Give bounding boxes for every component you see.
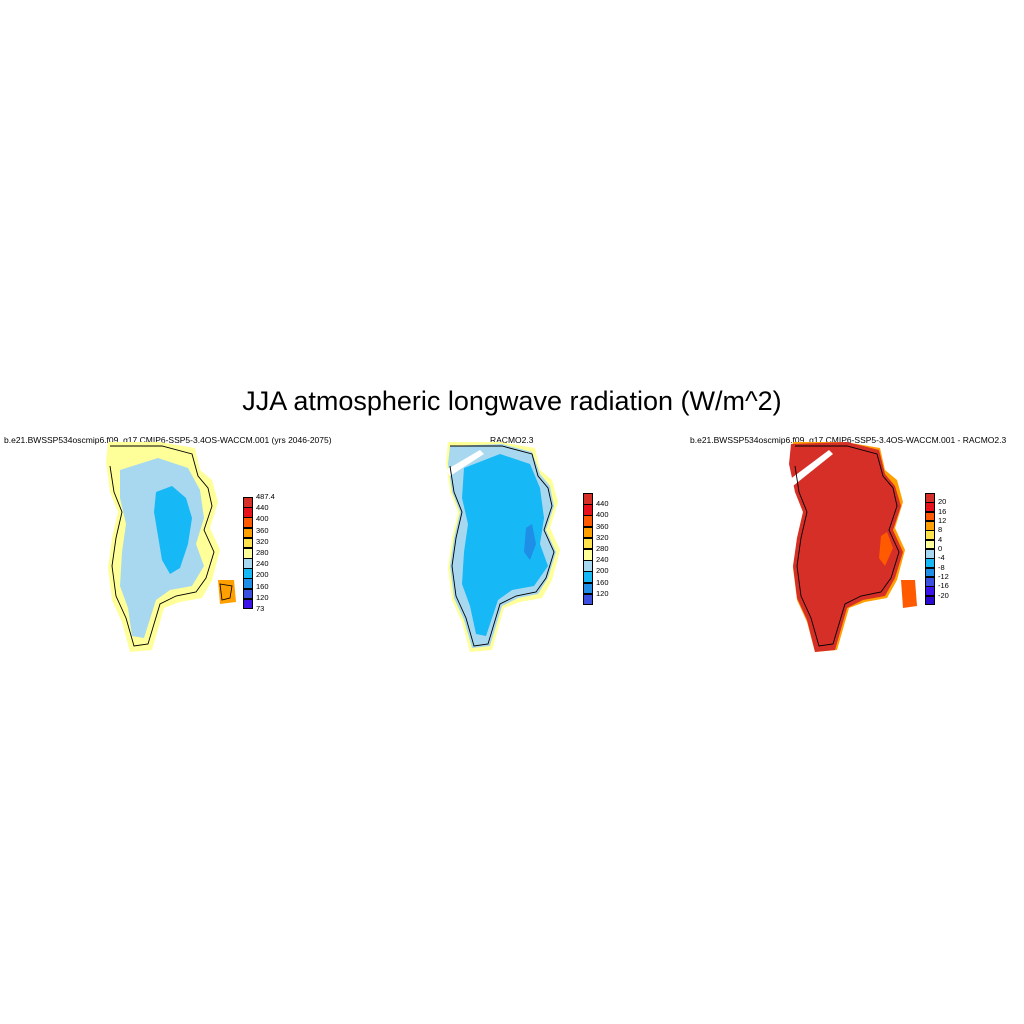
- colorbar-label: 240: [256, 559, 269, 569]
- colorbar-cell: [583, 549, 593, 561]
- colorbar-cell: [243, 558, 253, 569]
- panel-title-obs: RACMO2.3: [490, 435, 534, 445]
- colorbar-label: 0: [938, 544, 943, 553]
- colorbar-cell: [583, 560, 593, 572]
- colorbar-cell: [583, 582, 593, 595]
- colorbar-label: 200: [256, 570, 269, 580]
- colorbar-cell: [583, 493, 593, 505]
- colorbar-cell: [925, 567, 935, 578]
- colorbar-cell: [925, 595, 935, 606]
- colorbar-cell: [243, 537, 253, 549]
- colorbar-label: -20: [938, 590, 949, 600]
- map-region-accent: [524, 524, 536, 560]
- colorbar-label: 16: [938, 506, 947, 516]
- colorbar-label: 120: [596, 588, 609, 598]
- colorbar-cell: [925, 511, 935, 522]
- colorbar-cell: [243, 507, 253, 518]
- colorbar-cell: [583, 526, 593, 539]
- colorbar-cell: [583, 515, 593, 528]
- colorbar-cell: [583, 537, 593, 550]
- map-region-accent: [901, 580, 917, 608]
- colorbar-label: 440: [596, 499, 609, 509]
- colorbar-label: 160: [256, 581, 269, 591]
- greenland-obs: [446, 442, 560, 652]
- colorbar-label: 320: [596, 532, 609, 542]
- map-region-accent: [879, 532, 893, 566]
- colorbar-cell: [583, 593, 593, 606]
- colorbar-cell: [583, 571, 593, 584]
- colorbar-label: 320: [256, 536, 269, 546]
- colorbar-label: 360: [256, 525, 269, 535]
- colorbar-label: 360: [596, 521, 609, 531]
- colorbar-label: 280: [256, 548, 269, 557]
- colorbar-cell: [243, 547, 253, 559]
- colorbar-label: 73: [256, 604, 265, 613]
- colorbar-cell: [243, 598, 253, 610]
- colorbar-label: -8: [938, 562, 945, 572]
- map-region-interior: [789, 442, 903, 652]
- colorbar-label: 120: [256, 592, 269, 602]
- colorbar-cell: [243, 517, 253, 529]
- panel-title-model: b.e21.BWSSP534oscmip6.f09_g17.CMIP6-SSP5…: [4, 435, 332, 445]
- colorbar-cell: [243, 527, 253, 539]
- colorbar-label: 160: [596, 577, 609, 587]
- panel-title-diff: b.e21.BWSSP534oscmip6.f09_g17.CMIP6-SSP5…: [690, 435, 1007, 445]
- colorbar-label: 487.4: [256, 492, 275, 501]
- colorbar-cell: [925, 539, 935, 550]
- greenland-diff: [789, 442, 917, 652]
- colorbar-label: 12: [938, 516, 947, 525]
- colorbar-cell: [243, 578, 253, 590]
- map-obs: [446, 442, 560, 652]
- colorbar-label: 400: [596, 510, 609, 520]
- colorbar-cell: [243, 497, 253, 508]
- map-region-core: [462, 454, 548, 636]
- colorbar-cell: [243, 568, 253, 579]
- colorbar-label: 280: [596, 544, 609, 553]
- map-region-core: [154, 486, 192, 574]
- figure-title: JJA atmospheric longwave radiation (W/m^…: [242, 386, 782, 416]
- map-model: [106, 442, 236, 652]
- colorbar-cell: [583, 504, 593, 516]
- colorbar-label: -16: [938, 581, 949, 591]
- colorbar-label: 400: [256, 514, 269, 524]
- colorbar-label: -4: [938, 553, 945, 563]
- colorbar-label: 4: [938, 534, 943, 544]
- colorbar-label: 8: [938, 525, 943, 535]
- colorbar-cell: [243, 588, 253, 600]
- colorbar-label: 440: [256, 503, 269, 513]
- colorbar-label: -12: [938, 572, 949, 581]
- map-diff: [789, 442, 917, 652]
- greenland-model: [106, 442, 236, 652]
- colorbar-label: 240: [596, 555, 609, 565]
- colorbar-label: 200: [596, 566, 609, 576]
- colorbar-label: 20: [938, 497, 947, 507]
